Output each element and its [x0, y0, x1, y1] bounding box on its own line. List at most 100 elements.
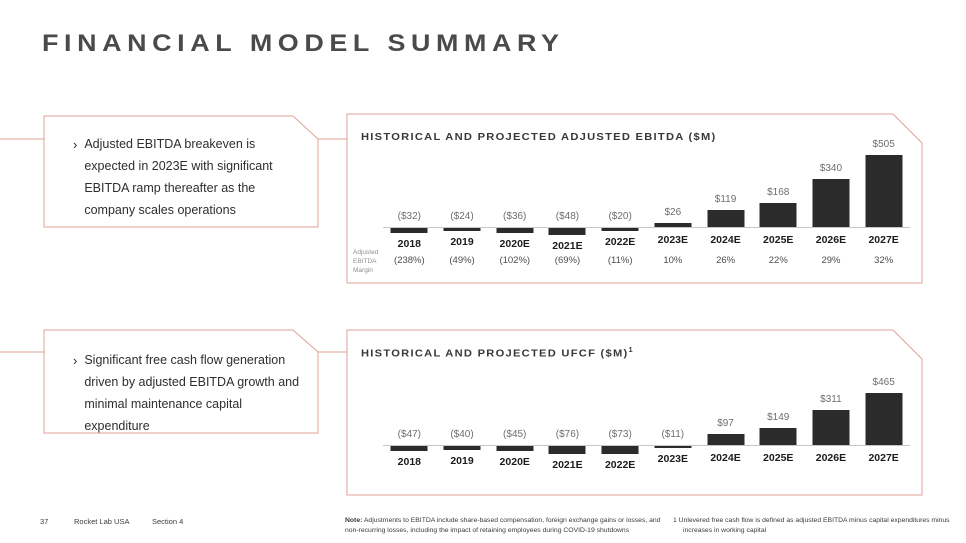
bar-value-label: ($45): [503, 429, 527, 440]
bar-category-label: 2018: [397, 456, 422, 469]
bar-category-label: 2019: [450, 236, 474, 249]
bar-column: ($47) 2018: [383, 350, 436, 500]
bar-category-label: 2019: [450, 455, 474, 468]
ufcf-footnote: 1 Unlevered free cash flow is defined as…: [673, 517, 950, 534]
bar: [496, 228, 534, 234]
margin-row-values: (238%) (49%) (102%) (69%) (11%) 10% 26% 22% 29% 3…: [383, 255, 910, 266]
bar-value-label: $465: [872, 377, 895, 388]
bar-category-label: 2022E: [604, 459, 636, 472]
bar-column: $168 2025E: [752, 132, 805, 282]
bar: [812, 178, 850, 227]
bar-column: ($76) 2021E: [541, 350, 594, 500]
bar-category-label: 2027E: [868, 452, 899, 464]
page-number: 37: [40, 517, 49, 526]
note-body: Adjustments to EBITDA include share-base…: [345, 517, 661, 534]
bar: [601, 446, 639, 455]
bar-value-label: ($40): [450, 429, 474, 440]
callout-ebitda-body: Adjusted EBITDA breakeven is expected in…: [84, 137, 273, 217]
bar: [390, 228, 428, 233]
bar-category-label: 2027E: [868, 234, 899, 246]
bar-category-label: 2020E: [499, 238, 530, 251]
callout-ufcf-text: › Significant free cash flow generation …: [73, 350, 303, 438]
chart-2-title-superscript: 1: [628, 347, 634, 354]
callout-2-outline: [43, 329, 319, 434]
margin-value: (69%): [554, 255, 581, 266]
bar-value-label: ($47): [397, 429, 422, 440]
bar-category-label: 2023E: [657, 234, 689, 246]
company-name: Rocket Lab USA: [74, 517, 130, 526]
bar-category-label: 2024E: [710, 452, 741, 464]
margin-value: 22%: [768, 255, 788, 266]
bar-category-label: 2026E: [815, 234, 847, 246]
chart-1-x-axis-line: [383, 227, 910, 228]
chart-2-plot-area: ($47) 2018 ($40) 2019 ($45) 2020E ($76) 2021E ($…: [383, 350, 910, 500]
bar-value-label: ($73): [608, 429, 632, 440]
margin-row-label: Adjusted EBITDA Margin: [353, 249, 379, 274]
bar-column: ($40) 2019: [436, 350, 489, 500]
bar: [654, 223, 692, 227]
bar: [443, 446, 481, 451]
bar-column: ($36) 2020E: [488, 132, 541, 282]
bar-value-label: $149: [767, 412, 790, 424]
bar-category-label: 2023E: [657, 452, 689, 465]
bar-column: $97 2024E: [699, 350, 752, 500]
bar-value-label: ($24): [450, 211, 474, 222]
bar-column: $340 2026E: [805, 132, 858, 282]
bar-category-label: 2021E: [552, 459, 583, 472]
bar: [707, 210, 745, 227]
bar-value-label: $97: [717, 418, 734, 430]
chart-2-title: HISTORICAL AND PROJECTED UFCF ($M)1: [361, 347, 634, 360]
bar-column: $465 2027E: [857, 350, 910, 500]
chevron-bullet-icon: ›: [73, 353, 78, 368]
bar: [865, 155, 903, 227]
bar-category-label: 2022E: [604, 235, 636, 248]
margin-value: (49%): [449, 255, 475, 266]
bar: [812, 410, 850, 445]
bar: [654, 446, 692, 448]
bar: [707, 434, 745, 445]
bar: [865, 393, 903, 445]
bar-category-label: 2021E: [552, 239, 583, 252]
callout-ebitda-text: › Adjusted EBITDA breakeven is expected …: [73, 134, 295, 222]
bar-value-label: $340: [819, 162, 843, 174]
bar-value-label: $119: [714, 194, 737, 206]
chart-panel-1-outline: [346, 113, 923, 284]
chart-1-title: HISTORICAL AND PROJECTED ADJUSTED EBITDA…: [361, 131, 717, 143]
chart-2-x-axis-line: [383, 445, 910, 446]
bar-column: $505 2027E: [857, 132, 910, 282]
margin-value: 10%: [663, 255, 683, 266]
bar-column: ($24) 2019: [436, 132, 489, 282]
bar: [390, 446, 428, 452]
bar-column: $311 2026E: [805, 350, 858, 500]
bar: [759, 203, 797, 227]
bar-category-label: 2026E: [815, 452, 847, 464]
margin-value: 29%: [821, 255, 841, 266]
bar-column: $149 2025E: [752, 350, 805, 500]
bar: [601, 228, 639, 231]
bar-column: ($48) 2021E: [541, 132, 594, 282]
bar-column: ($73) 2022E: [594, 350, 647, 500]
bar-category-label: 2025E: [763, 452, 794, 464]
bar-category-label: 2025E: [763, 234, 794, 246]
bar-column: ($32) 2018: [383, 132, 436, 282]
bar-category-label: 2018: [397, 237, 422, 250]
bar-value-label: $505: [872, 139, 895, 150]
margin-value: 26%: [716, 255, 736, 266]
bar-column: ($45) 2020E: [488, 350, 541, 500]
bar-value-label: ($76): [555, 429, 580, 440]
note-label: Note:: [345, 517, 363, 524]
bar-value-label: $26: [664, 207, 682, 219]
bar-value-label: ($32): [397, 211, 422, 222]
bar: [496, 446, 534, 452]
bar-category-label: 2024E: [710, 234, 741, 246]
bar-value-label: $311: [820, 394, 842, 406]
bar-column: $119 2024E: [699, 132, 752, 282]
page-title: FINANCIAL MODEL SUMMARY: [42, 30, 565, 57]
bar: [548, 228, 586, 235]
bar-column: $26 2023E: [647, 132, 700, 282]
bar-value-label: ($20): [608, 211, 632, 222]
bar-value-label: $168: [767, 187, 790, 199]
margin-value: 32%: [874, 255, 894, 266]
